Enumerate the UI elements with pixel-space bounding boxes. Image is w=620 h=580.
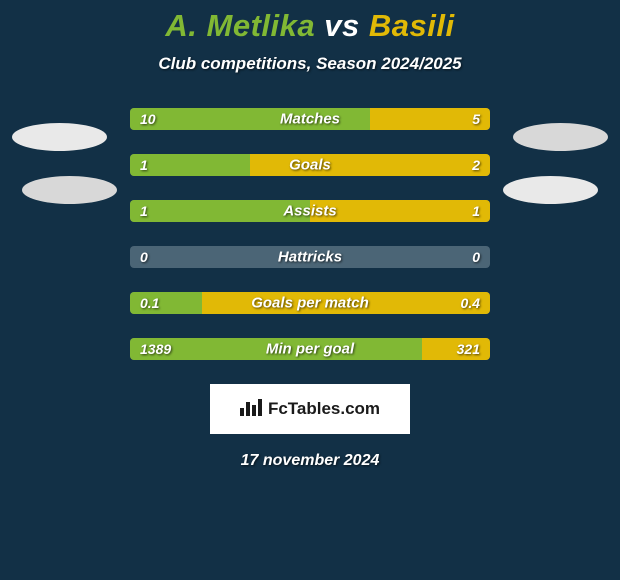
stat-value-right: 0.4 — [461, 295, 480, 311]
date-text: 17 november 2024 — [0, 452, 620, 470]
player1-marker-bottom — [22, 176, 117, 204]
player2-name: Basili — [369, 8, 455, 43]
stat-row: 0.1 0.4 Goals per match — [130, 292, 490, 314]
stat-row: 0 0 Hattricks — [130, 246, 490, 268]
brand-badge: FcTables.com — [210, 384, 410, 434]
brand-text: FcTables.com — [268, 399, 380, 419]
stat-value-right: 0 — [472, 249, 480, 265]
player1-marker-top — [12, 123, 107, 151]
player1-name: A. Metlika — [165, 8, 315, 43]
stat-value-left: 1 — [140, 157, 148, 173]
player2-marker-top — [513, 123, 608, 151]
stat-value-right: 5 — [472, 111, 480, 127]
stat-value-right: 1 — [472, 203, 480, 219]
stat-row: 1 1 Assists — [130, 200, 490, 222]
stat-label: Hattricks — [278, 249, 342, 266]
chart-bar-icon — [240, 398, 262, 421]
stat-value-right: 321 — [457, 341, 480, 357]
stat-row: 10 5 Matches — [130, 108, 490, 130]
title-vs: vs — [324, 8, 359, 43]
stat-value-left: 0.1 — [140, 295, 159, 311]
stat-fill-right — [310, 200, 490, 222]
stat-value-left: 10 — [140, 111, 156, 127]
stat-row: 1389 321 Min per goal — [130, 338, 490, 360]
subtitle-text: Club competitions, Season 2024/2025 — [0, 54, 620, 74]
stat-value-left: 1389 — [140, 341, 171, 357]
stat-fill-right — [250, 154, 490, 176]
stat-label: Assists — [283, 203, 336, 220]
player2-marker-bottom — [503, 176, 598, 204]
stat-label: Matches — [280, 111, 340, 128]
comparison-title: A. Metlika vs Basili — [0, 0, 620, 44]
stat-label: Goals per match — [251, 295, 369, 312]
stat-value-left: 0 — [140, 249, 148, 265]
stat-value-right: 2 — [472, 157, 480, 173]
stat-value-left: 1 — [140, 203, 148, 219]
stat-label: Goals — [289, 157, 331, 174]
stat-label: Min per goal — [266, 341, 354, 358]
stat-row: 1 2 Goals — [130, 154, 490, 176]
